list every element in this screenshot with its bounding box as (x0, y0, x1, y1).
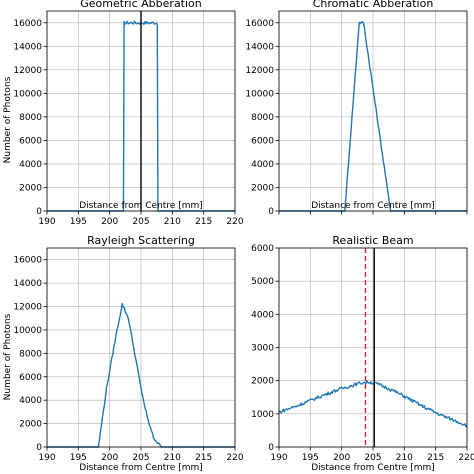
y-tick-label: 0 (36, 207, 42, 217)
y-tick-label: 16000 (13, 19, 42, 29)
y-tick-label: 2000 (251, 377, 274, 387)
x-tick-label: 215 (427, 453, 444, 463)
y-tick-label: 8000 (251, 113, 274, 123)
y-tick-label: 16000 (13, 256, 42, 266)
y-axis-label-top-left: Number of Photons (3, 76, 13, 163)
panel-1: 190 195 200 205 210 215 220 0 2000 4000 6000 8000 10… (13, 0, 243, 227)
x-tick-label: 200 (101, 453, 118, 463)
y-tick-label: 2000 (251, 183, 274, 193)
x-tick-label: 200 (101, 217, 118, 227)
y-tick-label: 5000 (251, 277, 274, 287)
y-tick-label: 14000 (13, 279, 42, 289)
x-tick-label: 220 (226, 453, 243, 463)
x-axis-label: Distance from Centre [mm] (79, 201, 203, 211)
y-tick-label: 6000 (251, 244, 274, 254)
x-tick-label: 200 (333, 453, 350, 463)
y-tick-label: 0 (36, 443, 42, 453)
x-tick-label: 220 (458, 453, 474, 463)
panel-4: 190 195 200 205 210 215 220 0 1000 2000 3000 4000 50… (251, 234, 474, 473)
y-tick-label: 4000 (251, 160, 274, 170)
y-tick-label: 16000 (245, 19, 274, 29)
grid (278, 11, 468, 212)
x-tick-label: 205 (132, 217, 149, 227)
y-axis-label-bottom-left: Number of Photons (3, 313, 13, 400)
y-tick-label: 8000 (19, 349, 42, 359)
y-tick-label: 6000 (251, 136, 274, 146)
y-tick-label: 10000 (13, 89, 42, 99)
x-tick-label: 195 (70, 453, 87, 463)
grid (278, 247, 468, 448)
y-tick-label: 8000 (19, 113, 42, 123)
x-tick-label: 215 (195, 453, 212, 463)
y-tick-label: 2000 (19, 183, 42, 193)
y-tick-label: 10000 (245, 89, 274, 99)
x-axis-label: Distance from Centre [mm] (79, 463, 203, 473)
y-tick-label: 1000 (251, 410, 274, 420)
y-tick-label: 0 (268, 443, 274, 453)
x-tick-label: 215 (195, 217, 212, 227)
x-tick-label: 210 (164, 453, 181, 463)
x-tick-label: 195 (70, 217, 87, 227)
panel-title: Geometric Abberation (80, 0, 202, 10)
y-tick-label: 2000 (19, 420, 42, 430)
x-tick-label: 210 (396, 453, 413, 463)
y-tick-label: 3000 (251, 344, 274, 354)
y-tick-label: 12000 (245, 66, 274, 76)
x-tick-label: 210 (164, 217, 181, 227)
x-tick-label: 190 (270, 453, 287, 463)
x-axis-label: Distance from Centre [mm] (311, 201, 435, 211)
panel-3: 190 195 200 205 210 215 220 0 2000 4000 6000 8000 10… (13, 234, 243, 473)
y-tick-label: 12000 (13, 66, 42, 76)
panel-2: 0 2000 4000 6000 8000 10000 12000 14000 16000 Chr… (245, 0, 468, 217)
y-tick-label: 14000 (13, 42, 42, 52)
x-axis-label: Distance from Centre [mm] (311, 463, 435, 473)
y-tick-label: 10000 (13, 326, 42, 336)
x-tick-label: 190 (38, 217, 55, 227)
y-tick-label: 4000 (251, 310, 274, 320)
panel-title: Realistic Beam (332, 234, 413, 247)
y-tick-label: 4000 (19, 396, 42, 406)
x-tick-label: 220 (226, 217, 243, 227)
y-tick-label: 0 (268, 207, 274, 217)
grid (46, 248, 236, 448)
x-tick-label: 205 (132, 453, 149, 463)
x-tick-label: 190 (38, 453, 55, 463)
y-tick-label: 14000 (245, 42, 274, 52)
x-tick-label: 205 (364, 453, 381, 463)
y-tick-label: 12000 (13, 303, 42, 313)
y-tick-label: 6000 (19, 136, 42, 146)
panel-title: Rayleigh Scattering (87, 234, 195, 247)
y-tick-label: 4000 (19, 160, 42, 170)
y-tick-label: 6000 (19, 373, 42, 383)
panel-title: Chromatic Abberation (313, 0, 434, 10)
x-tick-label: 195 (302, 453, 319, 463)
series-line-1 (278, 379, 468, 428)
